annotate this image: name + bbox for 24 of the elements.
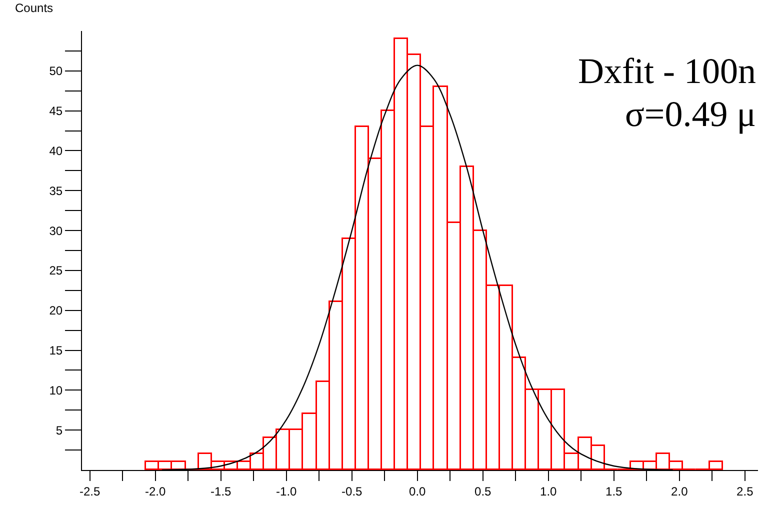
y-tick-label: 5 bbox=[56, 423, 63, 438]
x-tick-label: -2.0 bbox=[145, 484, 166, 498]
y-tick-label: 50 bbox=[49, 64, 63, 78]
y-tick-label: 10 bbox=[49, 383, 63, 398]
y-tick-label: 25 bbox=[49, 264, 63, 278]
y-tick-label: 20 bbox=[49, 304, 63, 318]
annotation: σ=0.49 μ bbox=[625, 94, 756, 134]
x-tick-label: 2.5 bbox=[736, 484, 754, 498]
y-axis-title: Counts bbox=[15, 1, 54, 15]
x-tick-label: -1.0 bbox=[276, 484, 298, 498]
x-tick-label: -1.5 bbox=[210, 484, 232, 498]
x-tick-label: 1.5 bbox=[606, 484, 623, 498]
x-tick-label: 2.0 bbox=[671, 484, 688, 498]
x-tick-label: -0.5 bbox=[342, 484, 363, 498]
y-tick-label: 30 bbox=[49, 224, 63, 238]
x-tick-label: -2.5 bbox=[80, 484, 101, 498]
y-tick-label: 35 bbox=[49, 184, 63, 198]
x-tick-label: 0.5 bbox=[474, 484, 492, 498]
y-tick-label: 15 bbox=[49, 343, 63, 358]
annotation: Dxfit - 100n bbox=[578, 51, 756, 91]
y-tick-label: 40 bbox=[49, 144, 63, 158]
y-tick-label: 45 bbox=[49, 104, 63, 118]
x-tick-label: 0.0 bbox=[409, 484, 426, 498]
x-tick-label: 1.0 bbox=[540, 484, 558, 498]
